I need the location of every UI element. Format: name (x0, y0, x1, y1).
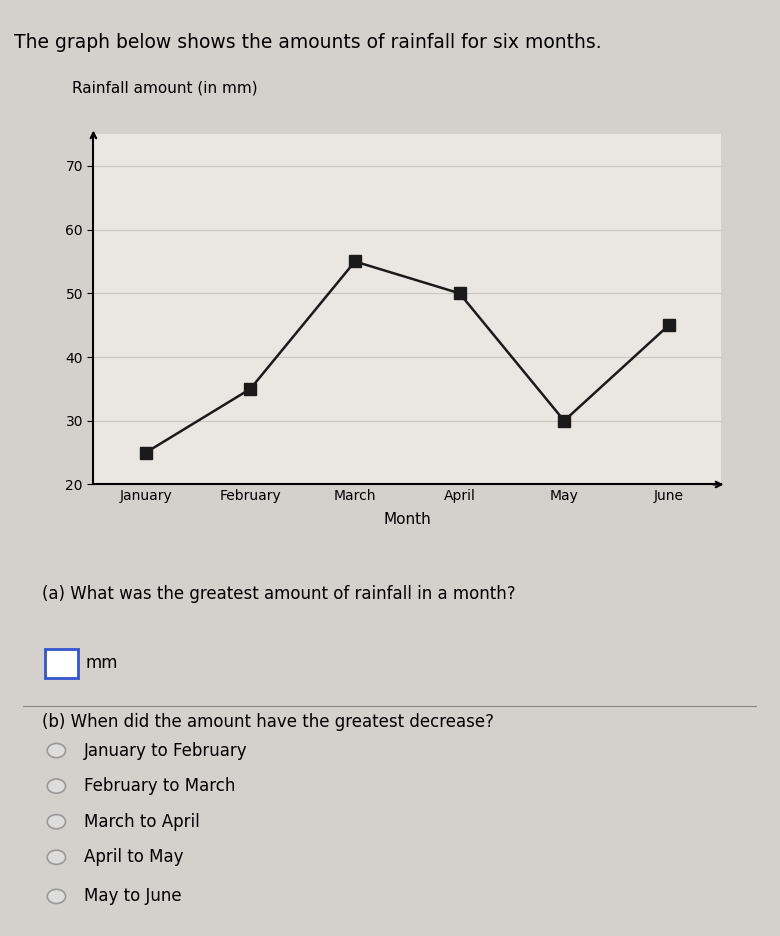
Ellipse shape (48, 889, 66, 903)
Text: April to May: April to May (83, 848, 183, 867)
Text: January to February: January to February (83, 741, 247, 760)
Text: (a) What was the greatest amount of rainfall in a month?: (a) What was the greatest amount of rain… (42, 585, 516, 603)
Text: May to June: May to June (83, 887, 181, 905)
Ellipse shape (48, 814, 66, 829)
Text: February to March: February to March (83, 777, 235, 796)
Text: The graph below shows the amounts of rainfall for six months.: The graph below shows the amounts of rai… (14, 33, 601, 51)
X-axis label: Month: Month (384, 512, 431, 527)
Text: March to April: March to April (83, 812, 199, 831)
Text: mm: mm (86, 654, 119, 672)
Ellipse shape (48, 779, 66, 793)
Ellipse shape (48, 850, 66, 865)
Text: (b) When did the amount have the greatest decrease?: (b) When did the amount have the greates… (42, 713, 494, 731)
Text: Rainfall amount (in mm): Rainfall amount (in mm) (72, 80, 257, 95)
Bar (45, 650, 78, 678)
Ellipse shape (48, 743, 66, 758)
